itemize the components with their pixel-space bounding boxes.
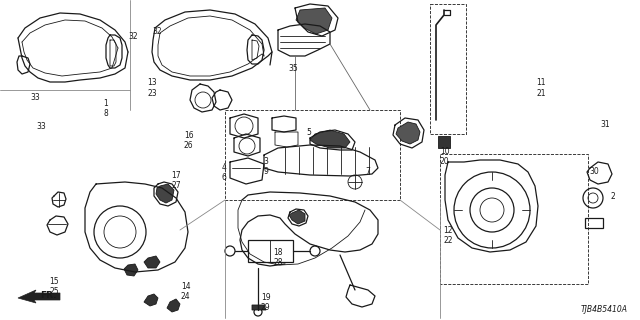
Bar xyxy=(585,218,603,228)
Text: 19
29: 19 29 xyxy=(260,293,271,312)
Polygon shape xyxy=(167,299,180,312)
Bar xyxy=(440,154,588,284)
Text: 33: 33 xyxy=(36,122,47,131)
Text: 7: 7 xyxy=(365,167,371,176)
Text: 32: 32 xyxy=(128,32,138,41)
Polygon shape xyxy=(310,130,350,148)
Text: 18
28: 18 28 xyxy=(274,248,283,267)
Text: 13
23: 13 23 xyxy=(147,78,157,98)
Text: 31: 31 xyxy=(600,120,610,129)
Polygon shape xyxy=(124,264,138,276)
Text: 11
21: 11 21 xyxy=(536,78,545,98)
Text: 1
8: 1 8 xyxy=(103,99,108,118)
Text: 33: 33 xyxy=(30,93,40,102)
Polygon shape xyxy=(396,122,420,144)
Polygon shape xyxy=(438,136,450,148)
Bar xyxy=(225,110,400,200)
Text: 2: 2 xyxy=(611,192,616,201)
Bar xyxy=(248,240,293,262)
Text: 30: 30 xyxy=(589,167,599,176)
Text: 12
22: 12 22 xyxy=(444,226,452,245)
Text: FR.: FR. xyxy=(40,292,56,300)
Text: 14
24: 14 24 xyxy=(180,282,191,301)
Text: 5: 5 xyxy=(306,128,311,137)
Polygon shape xyxy=(144,294,158,306)
Text: TJB4B5410A: TJB4B5410A xyxy=(581,305,628,314)
Text: 15
25: 15 25 xyxy=(49,277,60,296)
Text: 10
20: 10 20 xyxy=(440,147,450,166)
Text: 32: 32 xyxy=(152,28,162,36)
Polygon shape xyxy=(156,184,174,203)
Text: 16
26: 16 26 xyxy=(184,131,194,150)
Polygon shape xyxy=(18,290,60,303)
Text: 4
6: 4 6 xyxy=(221,163,227,182)
Polygon shape xyxy=(252,305,266,310)
Text: 3
9: 3 9 xyxy=(263,157,268,176)
Polygon shape xyxy=(144,256,160,268)
Text: 35: 35 xyxy=(288,64,298,73)
Bar xyxy=(430,4,466,134)
Polygon shape xyxy=(296,8,332,34)
Text: 17
27: 17 27 xyxy=(171,171,181,190)
Polygon shape xyxy=(289,210,305,224)
